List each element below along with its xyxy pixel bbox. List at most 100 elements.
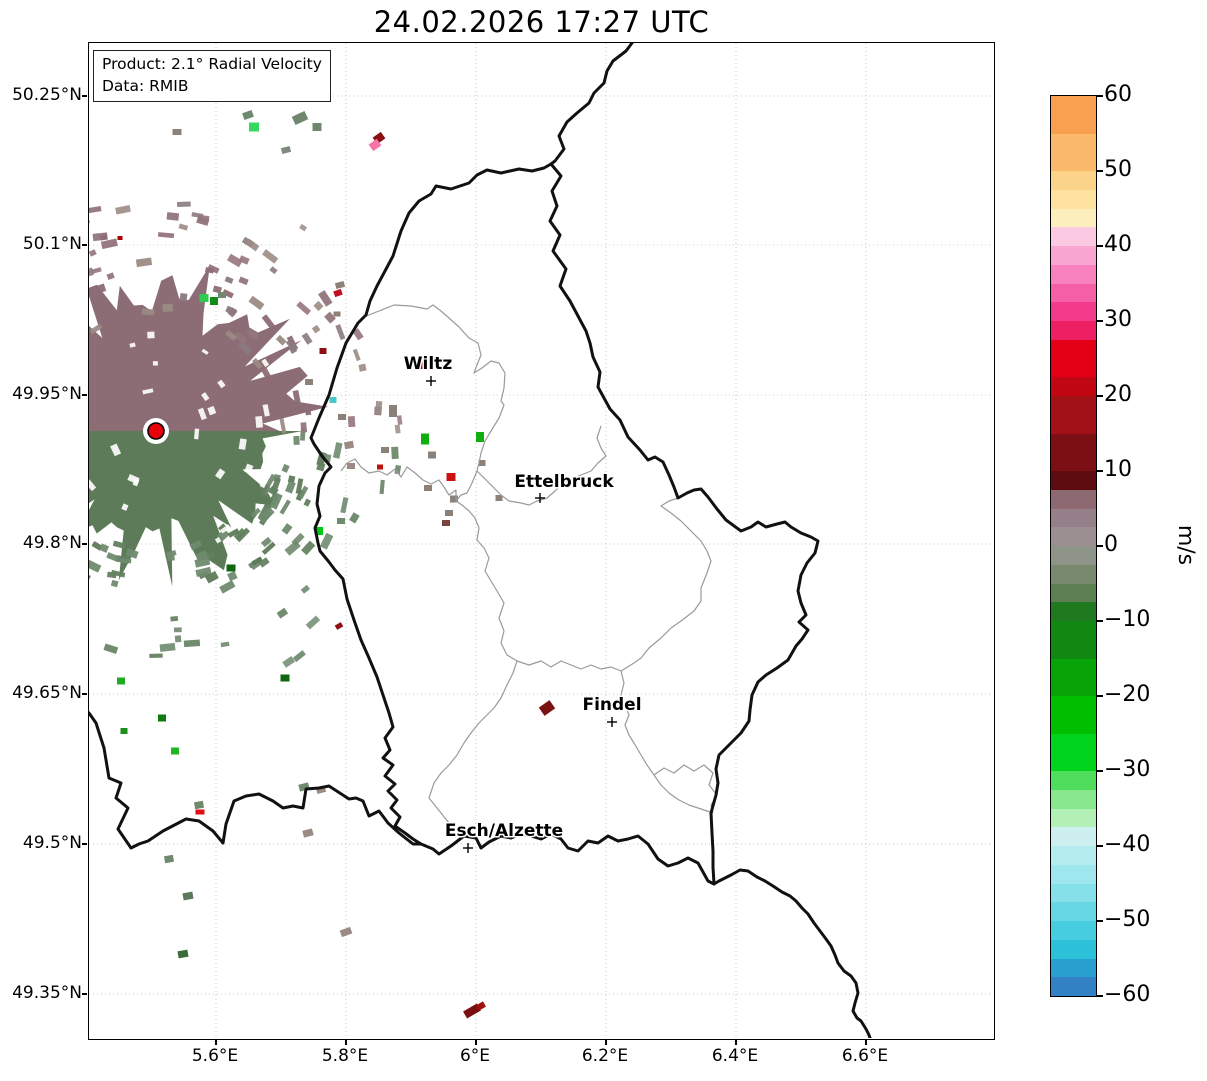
radar-fringe-speck bbox=[233, 527, 246, 541]
radar-blob-gap bbox=[261, 358, 270, 368]
radar-fringe-speck bbox=[352, 328, 364, 341]
radar-blob-gap bbox=[152, 361, 158, 366]
velocity-speck bbox=[389, 405, 397, 417]
velocity-speck bbox=[242, 110, 254, 120]
colorbar-band bbox=[1051, 958, 1096, 978]
colorbar-tick-mark bbox=[1096, 320, 1103, 322]
radar-fringe-speck bbox=[238, 276, 249, 286]
radar-fringe-speck bbox=[222, 289, 234, 299]
y-tick-label: 49.95°N bbox=[12, 384, 82, 404]
radar-fringe-speck bbox=[335, 324, 346, 341]
canton-border-path bbox=[633, 497, 712, 664]
colorbar-tick-mark bbox=[1096, 245, 1103, 247]
radar-blob-gap bbox=[207, 405, 217, 416]
velocity-speck bbox=[450, 495, 458, 503]
colorbar-band bbox=[1051, 602, 1096, 621]
colorbar-band bbox=[1051, 939, 1096, 959]
radar-blob-gap bbox=[121, 503, 129, 511]
radar-fringe-speck bbox=[125, 548, 139, 559]
radar-fringe-speck bbox=[349, 512, 360, 524]
national-border-path bbox=[89, 711, 716, 886]
x-tick-label: 5.6°E bbox=[191, 1046, 239, 1066]
radar-blob-gap bbox=[215, 468, 226, 480]
radar-fringe-speck bbox=[225, 305, 238, 316]
colorbar-band bbox=[1051, 377, 1096, 396]
colorbar-tick-mark bbox=[1096, 170, 1103, 172]
colorbar bbox=[1050, 95, 1097, 997]
y-tick-label: 49.5°N bbox=[22, 833, 82, 853]
radar-fringe-speck bbox=[141, 308, 155, 316]
velocity-speck bbox=[377, 464, 383, 470]
x-tick-label: 6.2°E bbox=[581, 1046, 629, 1066]
colorbar-tick-label: −60 bbox=[1104, 982, 1151, 1007]
canton-border-path bbox=[653, 764, 718, 814]
radar-fringe-speck bbox=[149, 653, 163, 659]
colorbar-unit-label: m/s bbox=[1173, 524, 1198, 566]
colorbar-band bbox=[1051, 977, 1096, 996]
colorbar-band bbox=[1051, 339, 1096, 378]
colorbar-band bbox=[1051, 208, 1096, 228]
colorbar-band bbox=[1051, 264, 1096, 284]
colorbar-band bbox=[1051, 133, 1096, 171]
radar-fringe-speck bbox=[162, 303, 174, 312]
radar-fringe-speck bbox=[311, 324, 321, 334]
colorbar-tick-mark bbox=[1096, 845, 1103, 847]
radar-fringe-speck bbox=[251, 357, 263, 370]
velocity-speck bbox=[182, 891, 194, 901]
velocity-speck bbox=[442, 520, 450, 526]
velocity-speck bbox=[117, 677, 125, 685]
colorbar-band bbox=[1051, 864, 1096, 884]
velocity-speck bbox=[368, 138, 382, 152]
radar-fringe-speck bbox=[91, 540, 103, 551]
colorbar-tick-mark bbox=[1096, 545, 1103, 547]
colorbar-band bbox=[1051, 789, 1096, 809]
velocity-speck bbox=[302, 828, 314, 838]
velocity-speck bbox=[495, 495, 503, 501]
radar-fringe-speck bbox=[225, 329, 237, 341]
colorbar-tick-label: −40 bbox=[1104, 832, 1151, 857]
colorbar-band bbox=[1051, 921, 1096, 940]
x-tick-label: 6.4°E bbox=[711, 1046, 759, 1066]
velocity-speck bbox=[291, 110, 309, 126]
radar-fringe-speck bbox=[279, 499, 291, 515]
radar-fringe-speck bbox=[89, 267, 94, 278]
radar-fringe-speck bbox=[89, 206, 102, 214]
radar-fringe-speck bbox=[238, 255, 250, 265]
colorbar-band bbox=[1051, 621, 1096, 659]
radar-fringe-speck bbox=[204, 570, 219, 584]
velocity-speck bbox=[218, 292, 226, 298]
canton-border-path bbox=[428, 660, 518, 837]
radar-fringe-speck bbox=[106, 552, 120, 562]
y-tick-label: 49.8°N bbox=[22, 533, 82, 553]
city-label: Wiltz bbox=[404, 354, 453, 374]
radar-fringe-speck bbox=[276, 607, 289, 619]
colorbar-band bbox=[1051, 733, 1096, 771]
radar-fringe-speck bbox=[170, 615, 179, 622]
velocity-speck bbox=[476, 1001, 486, 1011]
radar-fringe-speck bbox=[313, 300, 324, 312]
radar-fringe-speck bbox=[396, 415, 403, 425]
velocity-speck bbox=[446, 473, 456, 481]
radar-fringe-speck bbox=[358, 363, 367, 372]
colorbar-band bbox=[1051, 902, 1096, 921]
radar-fringe-speck bbox=[257, 506, 275, 524]
radar-blob-gap bbox=[201, 392, 210, 402]
colorbar-band bbox=[1051, 246, 1096, 265]
velocity-speck bbox=[158, 714, 166, 722]
x-tick-label: 6°E bbox=[459, 1046, 491, 1066]
radar-blob-gap bbox=[197, 407, 207, 421]
radar-fringe-speck bbox=[285, 338, 299, 352]
city-label: Ettelbruck bbox=[514, 472, 614, 492]
radar-fringe-speck bbox=[89, 323, 103, 335]
radar-fringe-speck bbox=[238, 341, 252, 355]
radar-fringe-speck bbox=[301, 332, 313, 345]
radar-fringe-speck bbox=[195, 550, 209, 562]
radar-fringe-speck bbox=[189, 539, 202, 551]
colorbar-tick-label: 20 bbox=[1104, 382, 1132, 407]
radar-fringe-speck bbox=[233, 331, 248, 344]
colorbar-tick-mark bbox=[1096, 470, 1103, 472]
plot-title: 24.02.2026 17:27 UTC bbox=[373, 5, 710, 39]
velocity-speck bbox=[120, 728, 128, 734]
national-border-path bbox=[309, 162, 553, 846]
radar-fringe-speck bbox=[112, 540, 127, 550]
